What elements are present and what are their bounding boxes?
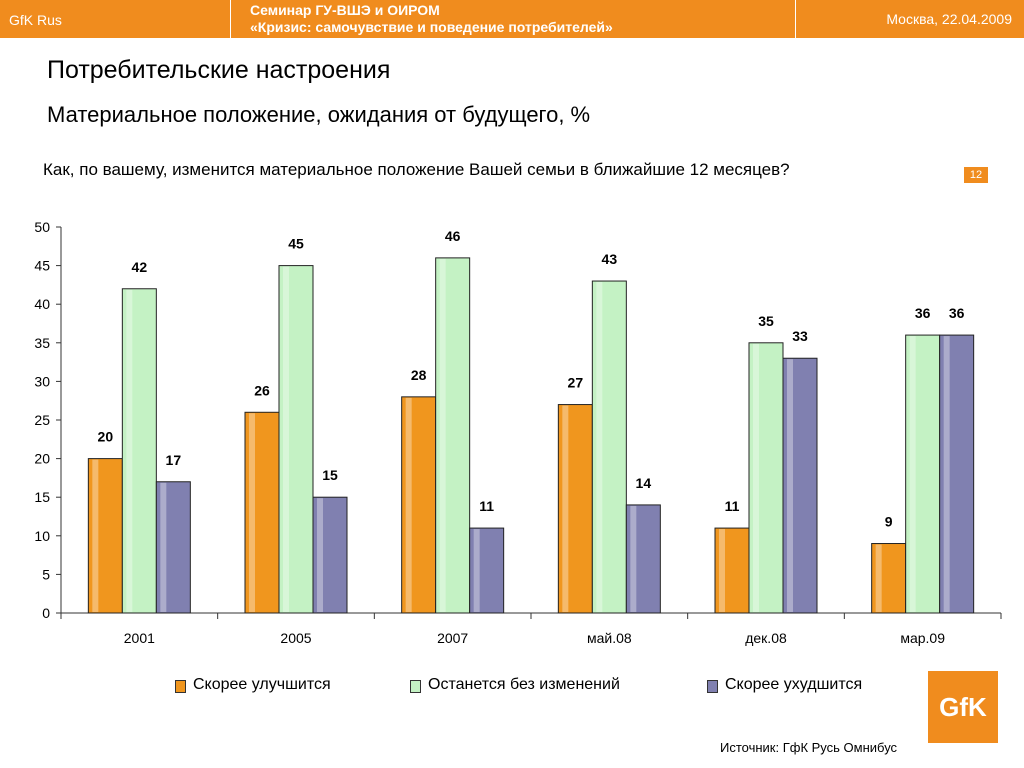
y-tick-label: 0 xyxy=(42,605,50,621)
data-label: 36 xyxy=(949,305,965,321)
bar-highlight xyxy=(283,266,289,612)
slide-number-badge: 12 xyxy=(964,167,988,183)
data-label: 46 xyxy=(445,228,461,244)
bar xyxy=(939,334,975,614)
y-tick-label: 30 xyxy=(34,373,50,389)
data-label: 15 xyxy=(322,467,338,483)
y-tick-label: 45 xyxy=(34,258,50,274)
y-tick-label: 50 xyxy=(34,219,50,235)
bar xyxy=(121,288,157,614)
x-tick-label: 2005 xyxy=(280,630,311,646)
bar-chart: 0 5 10 15 20 25 30 35 40 45 50 2001 2005 2007 май.08 де… xyxy=(34,219,1002,646)
bar xyxy=(469,527,505,614)
data-label: 27 xyxy=(568,375,584,391)
data-label: 45 xyxy=(288,236,304,252)
gfk-logo: GfK xyxy=(928,671,998,743)
legend-label: Скорее улучшится xyxy=(193,676,331,693)
bar-highlight xyxy=(875,544,882,612)
bar-highlight xyxy=(405,397,412,612)
x-tick-label: мар.09 xyxy=(900,630,945,646)
seminar-title: Семинар ГУ-ВШЭ и ОИРОМ «Кризис: самочувс… xyxy=(250,2,613,36)
legend-label: Останется без изменений xyxy=(428,676,620,693)
seminar-title-line1: Семинар ГУ-ВШЭ и ОИРОМ xyxy=(250,2,440,18)
y-tick-label: 20 xyxy=(34,451,50,467)
y-tick-label: 10 xyxy=(34,528,50,544)
data-label: 43 xyxy=(602,251,618,267)
x-tick-label: 2001 xyxy=(124,630,155,646)
data-label: 33 xyxy=(792,328,808,344)
data-label: 17 xyxy=(166,452,182,468)
bar xyxy=(714,527,750,614)
header-bar: GfK Rus Семинар ГУ-ВШЭ и ОИРОМ «Кризис: … xyxy=(0,0,1024,38)
bar xyxy=(871,543,907,614)
x-tick-label: май.08 xyxy=(587,630,632,646)
bar-highlight xyxy=(719,529,725,612)
bar xyxy=(435,257,471,614)
bar xyxy=(782,357,818,614)
bar-highlight xyxy=(630,505,637,612)
seminar-title-line2: «Кризис: самочувствие и поведение потреб… xyxy=(250,19,613,35)
bar-highlight xyxy=(787,359,793,612)
data-label: 36 xyxy=(915,305,931,321)
bar xyxy=(591,280,627,614)
data-label: 35 xyxy=(758,313,774,329)
legend-swatch xyxy=(410,680,421,693)
data-label: 20 xyxy=(98,429,114,445)
bar-highlight xyxy=(909,336,916,612)
bar xyxy=(278,265,314,614)
bar xyxy=(312,496,348,614)
y-tick-label: 35 xyxy=(34,335,50,351)
bar-highlight xyxy=(753,343,759,612)
bar-highlight xyxy=(596,282,603,612)
bar-highlight xyxy=(126,289,133,612)
y-tick-label: 5 xyxy=(42,566,50,582)
place-date: Москва, 22.04.2009 xyxy=(886,11,1012,27)
header-divider xyxy=(795,0,796,38)
data-label: 11 xyxy=(725,498,740,514)
data-label: 9 xyxy=(885,514,893,530)
x-tick-label: 2007 xyxy=(437,630,468,646)
bar-highlight xyxy=(160,482,167,612)
data-label: 11 xyxy=(479,498,494,514)
bar-highlight xyxy=(473,529,480,612)
x-tick-label: дек.08 xyxy=(745,630,787,646)
bar xyxy=(748,342,784,614)
data-label: 28 xyxy=(411,367,427,383)
bar xyxy=(557,404,593,614)
bar-highlight xyxy=(249,413,255,612)
brand-label: GfK Rus xyxy=(9,12,62,28)
legend-label: Скорее ухудшится xyxy=(725,676,863,693)
bar-highlight xyxy=(562,405,569,612)
bar-highlight xyxy=(317,498,323,612)
bar-highlight xyxy=(92,459,99,612)
data-label: 14 xyxy=(636,475,652,491)
data-label: 42 xyxy=(132,259,148,275)
bar-highlight xyxy=(943,336,950,612)
data-label: 26 xyxy=(254,382,270,398)
y-tick-label: 15 xyxy=(34,489,50,505)
y-tick-label: 25 xyxy=(34,412,50,428)
bar xyxy=(155,481,191,614)
bar xyxy=(625,504,661,614)
survey-question: Как, по вашему, изменится материальное п… xyxy=(43,160,790,179)
legend-swatch xyxy=(175,680,186,693)
page-subtitle: Материальное положение, ожидания от буду… xyxy=(47,102,591,127)
bar xyxy=(905,334,941,614)
bar-highlight xyxy=(439,258,446,612)
bar xyxy=(87,458,123,614)
source-note: Источник: ГфК Русь Омнибус xyxy=(720,740,898,755)
page-title: Потребительские настроения xyxy=(47,56,391,84)
header-divider xyxy=(230,0,231,38)
legend-swatch xyxy=(707,680,718,693)
y-tick-label: 40 xyxy=(34,296,50,312)
